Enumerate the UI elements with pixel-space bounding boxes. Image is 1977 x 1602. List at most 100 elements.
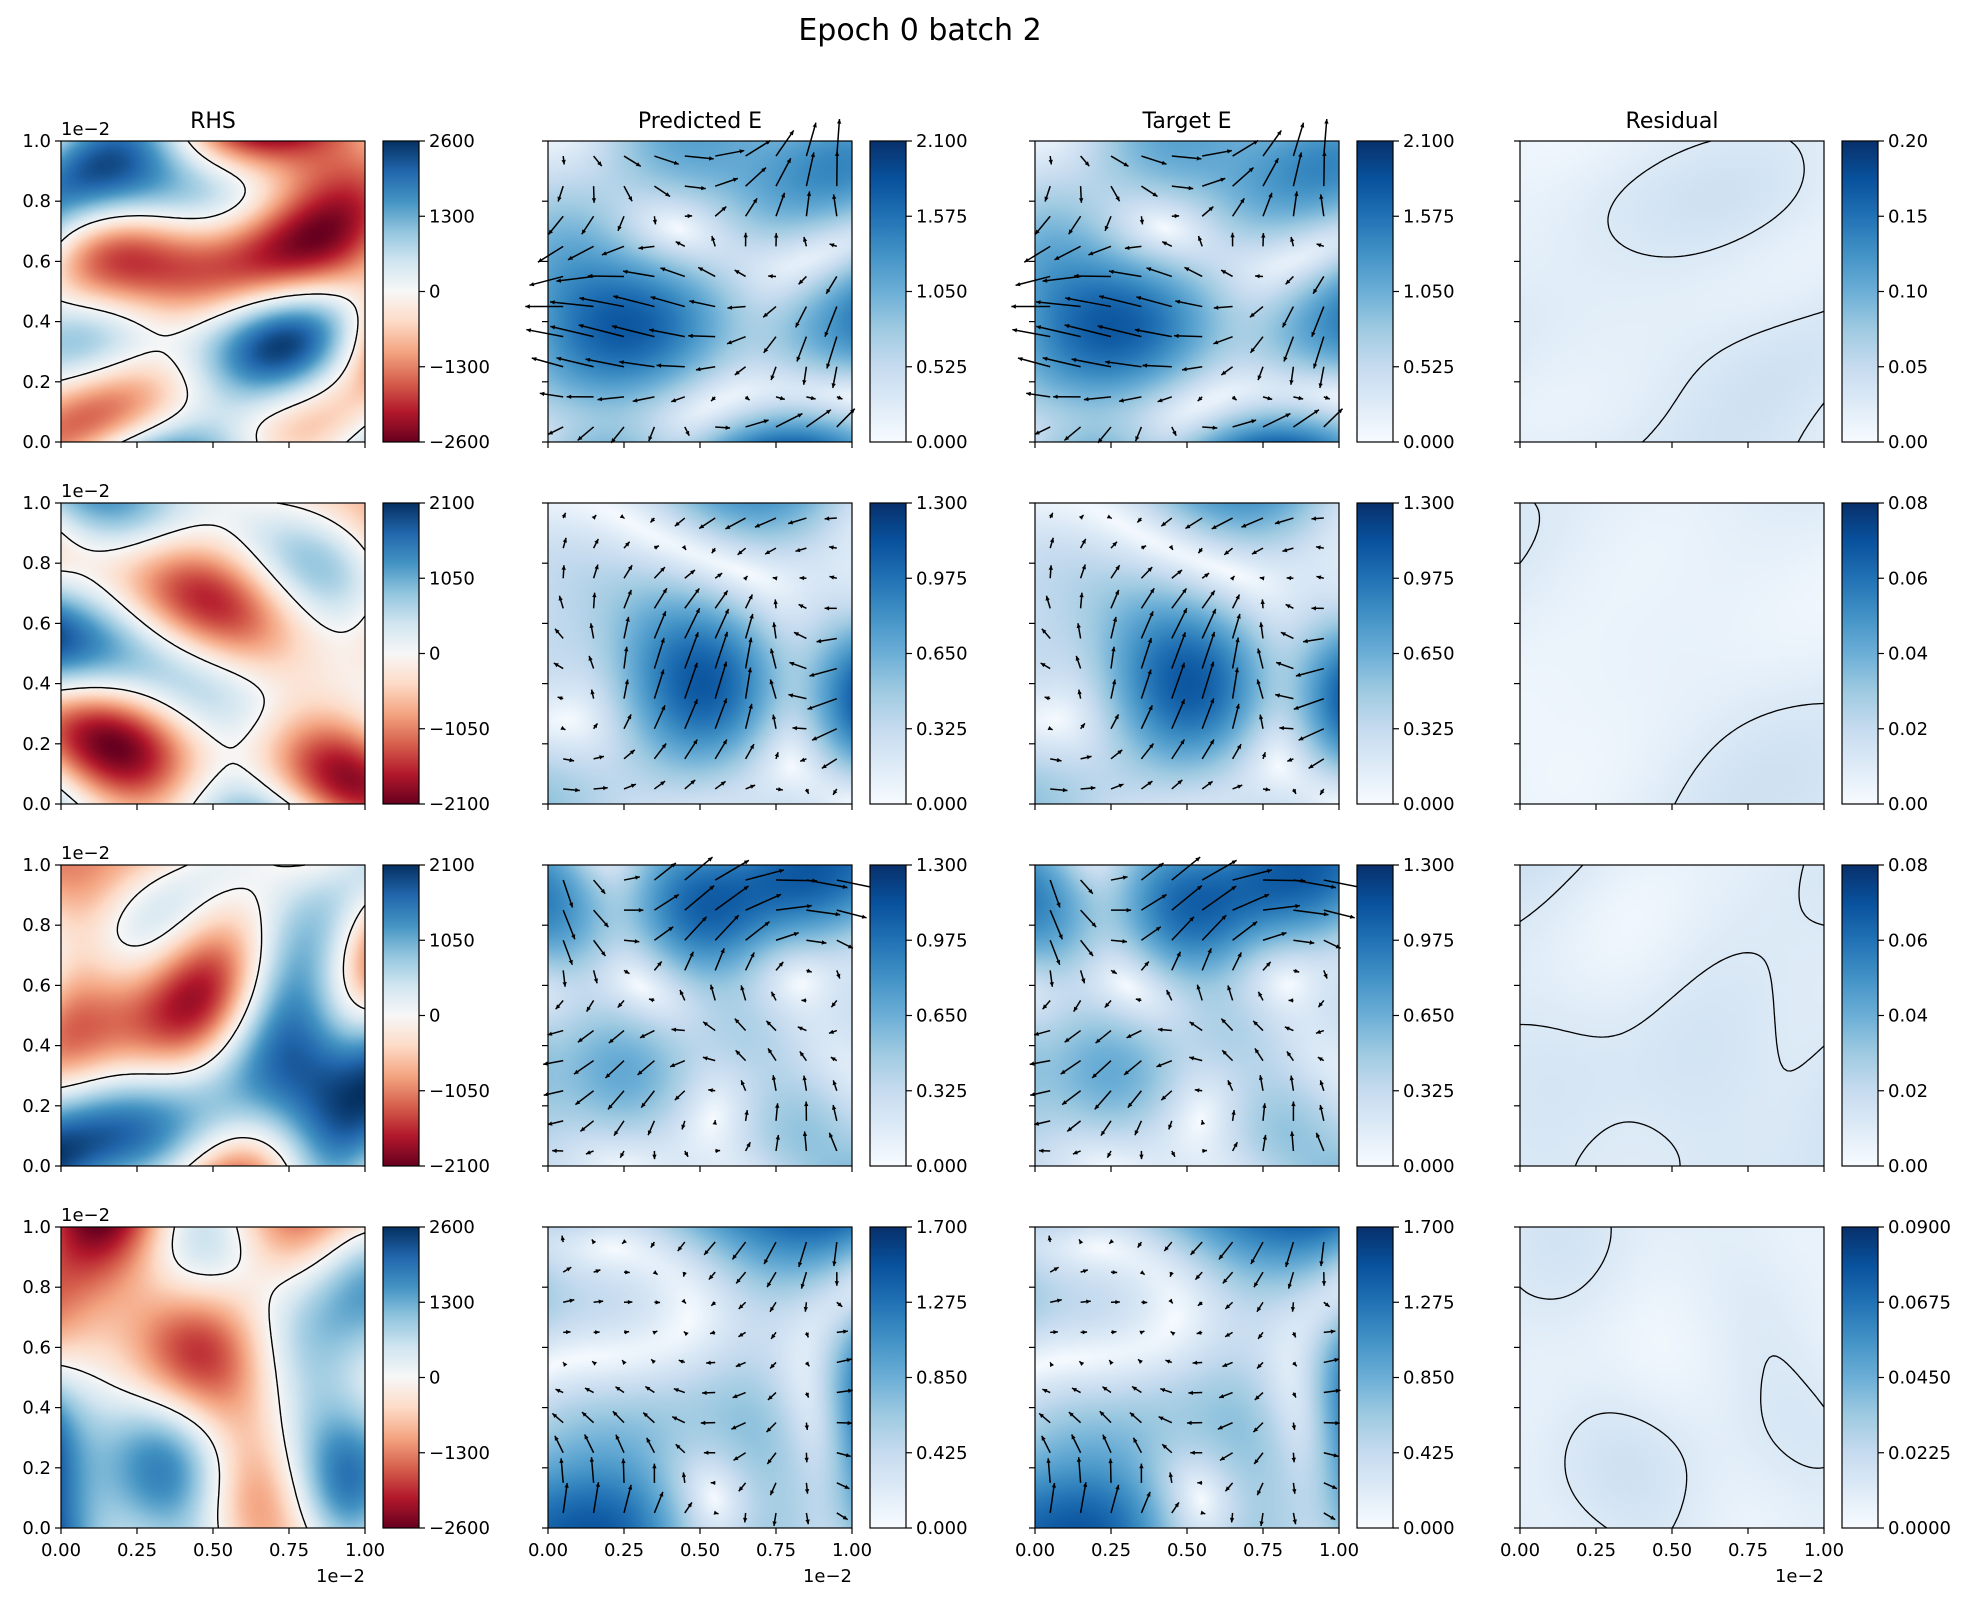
panel-r3-c3-colorbar-tick-label: 0.0900 [1888,1217,1951,1238]
panel-r0-c1-arrowhead [648,436,653,442]
panel-r3-c1-arrowhead [711,1301,717,1306]
panel-r0-c2-arrowhead [1146,267,1152,272]
panel-r3-c2-arrowhead [1115,1300,1120,1305]
panel-r1-c1-arrowhead [555,628,560,634]
panel-r1-c1-arrowhead [717,573,723,578]
panel-r2-c0-ytick-label: 0.2 [22,1096,51,1117]
panel-r3-c2-arrowhead [1259,1521,1264,1526]
panel-r1-c1-arrowhead [789,661,795,666]
panel-r0-c0-ytick-label: 0.2 [22,372,51,393]
panel-r1-c1-arrowhead [812,736,818,741]
panel-r0-c1-colorbar [869,140,907,443]
panel-r0-c1-arrowhead [831,383,836,388]
panel-r1-c1-arrowhead [694,588,700,594]
panel-r3-c2-xtick-label: 0.75 [1243,1540,1283,1561]
panel-r2-c2-arrowhead [1221,1018,1226,1024]
panel-r3-c1-arrowhead [770,1306,775,1312]
panel-r0-c2-arrow [1108,270,1142,278]
panel-r1-c1-arrowhead [749,744,754,750]
panel-r0-c1-arrow [578,324,625,338]
panel-r0-c2-arrow [1311,306,1325,338]
panel-r1-c2-arrowhead [1117,749,1123,755]
panel-r3-c2-arrowhead [1168,1472,1173,1478]
panel-r0-c1-arrowhead [526,328,532,333]
panel-r0-c1-arrow [836,118,841,157]
panel-r0-c1-arrowhead [581,229,586,235]
panel-r2-c1-arrow [836,879,876,889]
panel-r1-c1-arrowhead [557,696,563,701]
panel-r3-c2-arrowhead [1257,1306,1262,1312]
panel-r0-c2-arrowhead [1034,430,1040,435]
panel-r3-c1-arrowhead [738,1486,744,1492]
panel-r3-c2-arrowhead [1196,1330,1202,1335]
panel-r1-c1-arrowhead [662,588,667,594]
panel-r3-c2-arrowhead [1164,1246,1169,1252]
panel-r3-c2-arrowhead [1168,1298,1173,1304]
panel-r1-c1-arrowhead [562,537,567,543]
panel-r1-c2-arrowhead [1150,588,1155,594]
panel-r0-c1-arrow [745,167,767,187]
panel-r0-c2-colorbar-tick-label: 1.050 [1403,282,1455,303]
panel-r2-c1-arrowhead [793,932,799,937]
panel-r0-c1-arrowhead [832,194,837,200]
panel-r2-c2-arrowhead [1157,1027,1163,1032]
panel-r2-c2-arrowhead [1349,914,1355,919]
panel-r3-c2-arrowhead [1047,1235,1052,1241]
panel-r1-c3-colorbar [1841,502,1879,805]
panel-r2-c1-arrowhead [555,1004,561,1010]
panel-r1-c1-arrowhead [788,693,794,698]
panel-r3-c2-arrowhead [1292,1392,1296,1398]
panel-r2-c2-arrow [1201,885,1237,911]
panel-r1-c2-arrowhead [1235,703,1240,709]
panel-r0-c1-arrowhead [587,273,593,279]
panel-r3-c2-arrowhead [1291,1425,1296,1430]
panel-r0-c0-ytick-label: 0.8 [22,191,51,212]
panel-r1-c2-arrowhead [1177,779,1183,785]
panel-r3-c2-arrowhead [1225,1486,1230,1492]
panel-r3-c1-arrowhead [625,1270,630,1275]
panel-r1-c2-arrow [1201,631,1216,669]
panel-r3-c0-colorbar-tick-label: −2600 [429,1518,490,1539]
panel-r3-c0-xtick-label: 1.00 [345,1540,385,1561]
panel-r0-c0-heatmap [61,141,365,442]
panel-r3-c0-ytick-label: 0.6 [22,1337,51,1358]
panel-r1-c2-arrowhead [1236,744,1242,750]
panel-r1-c2-arrowhead [1235,594,1240,600]
panel-r3-c1-arrowhead [843,1329,848,1334]
panel-r2-c1-arrowhead [605,1073,611,1078]
panel-r3-c1-arrowhead [704,1250,709,1255]
panel-r2-c1-arrowhead [829,1029,834,1034]
panel-r0-c1-arrowhead [650,296,656,301]
panel-r3-c1-arrowhead [582,1412,587,1417]
panel-r0-c2-arrowhead [1290,237,1295,242]
panel-r1-c2-arrowhead [1265,787,1271,792]
panel-r1-c1-arrowhead [693,662,698,668]
panel-r3-c2-arrowhead [1132,1386,1137,1391]
panel-r0-c1-arrowhead [810,395,816,401]
panel-r3-c1-arrowhead [591,1239,597,1245]
panel-r2-c1-arrowhead [617,1002,623,1008]
panel-r0-c2-arrow [1202,149,1233,157]
panel-r0-c2-arrowhead [1285,413,1291,418]
panel-r2-c3: 0.08 0.06 0.04 0.02 0.00 [1514,855,1928,1177]
panel-r2-c2-arrowhead [1231,860,1237,865]
panel-r1-c2-arrowhead [1291,788,1296,794]
panel-r0-c2-arrow [1232,139,1259,157]
panel-r3-c1-arrowhead [678,1359,684,1364]
panel-r1-c2-arrowhead [1081,564,1086,570]
panel-r1-c2-arrowhead [1149,611,1154,617]
panel-r0-c2-arrowhead [1036,300,1041,305]
panel-r3-c1-arrowhead [612,1411,618,1416]
panel-r1-c1-arrowhead [588,655,593,661]
panel-r1-c2-arrowhead [1062,787,1068,793]
panel-r2-c1-arrowhead [743,886,749,891]
panel-r2-c2-arrow [1293,909,1329,916]
panel-r0-c2-arrow [1042,357,1081,368]
panel-r3-c0-colorbar-tick-label: 0 [429,1368,440,1389]
panel-r0-c1-arrowhead [578,324,584,329]
panel-r1-c2-arrowhead [1048,512,1053,518]
panel-r0-c2-arrowhead [1324,119,1329,124]
panel-r0-c2-arrow [1065,297,1112,308]
panel-r0-c2-arrowhead [1212,425,1218,430]
